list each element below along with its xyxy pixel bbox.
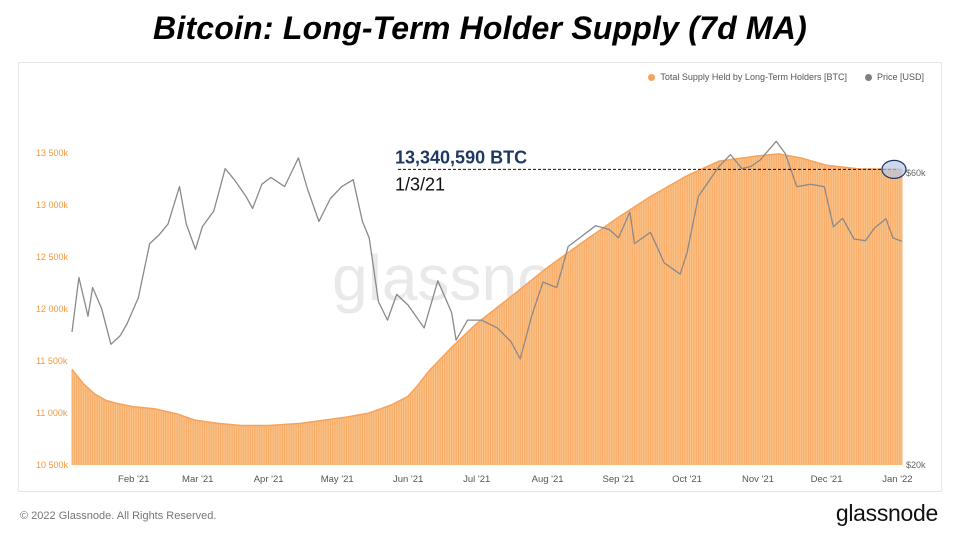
left-axis-tick-label: 12 000k bbox=[36, 304, 69, 314]
legend-price-swatch bbox=[864, 73, 872, 81]
right-axis-tick-label: $60k bbox=[906, 168, 926, 178]
legend-item-supply[interactable]: Total Supply Held by Long-Term Holders [… bbox=[648, 72, 847, 82]
x-axis-tick-label: Aug '21 bbox=[532, 474, 564, 485]
right-axis-tick-label: $20k bbox=[906, 460, 926, 470]
left-axis-tick-label: 13 000k bbox=[36, 200, 69, 210]
copyright-text: © 2022 Glassnode. All Rights Reserved. bbox=[20, 510, 217, 522]
left-axis-tick-label: 12 500k bbox=[36, 252, 69, 262]
x-axis-tick-label: Dec '21 bbox=[811, 474, 843, 485]
x-axis-tick-label: Sep '21 bbox=[603, 474, 635, 485]
chart-legend[interactable]: Total Supply Held by Long-Term Holders [… bbox=[648, 72, 924, 82]
x-axis-tick-label: May '21 bbox=[321, 474, 354, 485]
annotation-date-label: 1/3/21 bbox=[395, 174, 445, 194]
legend-supply-swatch bbox=[648, 73, 656, 81]
x-axis-tick-label: Oct '21 bbox=[672, 474, 702, 485]
x-axis-tick-label: Apr '21 bbox=[254, 474, 284, 485]
legend-price-label: Price [USD] bbox=[876, 72, 924, 82]
left-axis-tick-label: 10 500k bbox=[36, 460, 69, 470]
x-axis-tick-label: Mar '21 bbox=[182, 474, 213, 485]
legend-item-price[interactable]: Price [USD] bbox=[864, 72, 924, 82]
supply-line[interactable] bbox=[71, 153, 903, 427]
x-axis-tick-label: Nov '21 bbox=[742, 474, 774, 485]
brand-logo: glassnode bbox=[835, 500, 938, 526]
legend-supply-label: Total Supply Held by Long-Term Holders [… bbox=[660, 72, 847, 82]
x-axis-tick-label: Jul '21 bbox=[463, 474, 490, 485]
annotation-marker[interactable] bbox=[881, 159, 907, 179]
x-axis-tick-label: Jan '22 bbox=[882, 474, 912, 485]
price-line[interactable] bbox=[71, 140, 903, 360]
left-axis-tick-label: 13 500k bbox=[36, 148, 69, 158]
annotation-value-label: 13,340,590 BTC bbox=[395, 147, 527, 167]
left-axis-tick-label: 11 500k bbox=[36, 356, 68, 366]
x-axis-tick-label: Jun '21 bbox=[393, 474, 423, 485]
left-axis-tick-label: 11 000k bbox=[36, 408, 68, 418]
x-axis-tick-label: Feb '21 bbox=[118, 474, 149, 485]
chart-title: Bitcoin: Long-Term Holder Supply (7d MA) bbox=[153, 10, 807, 46]
